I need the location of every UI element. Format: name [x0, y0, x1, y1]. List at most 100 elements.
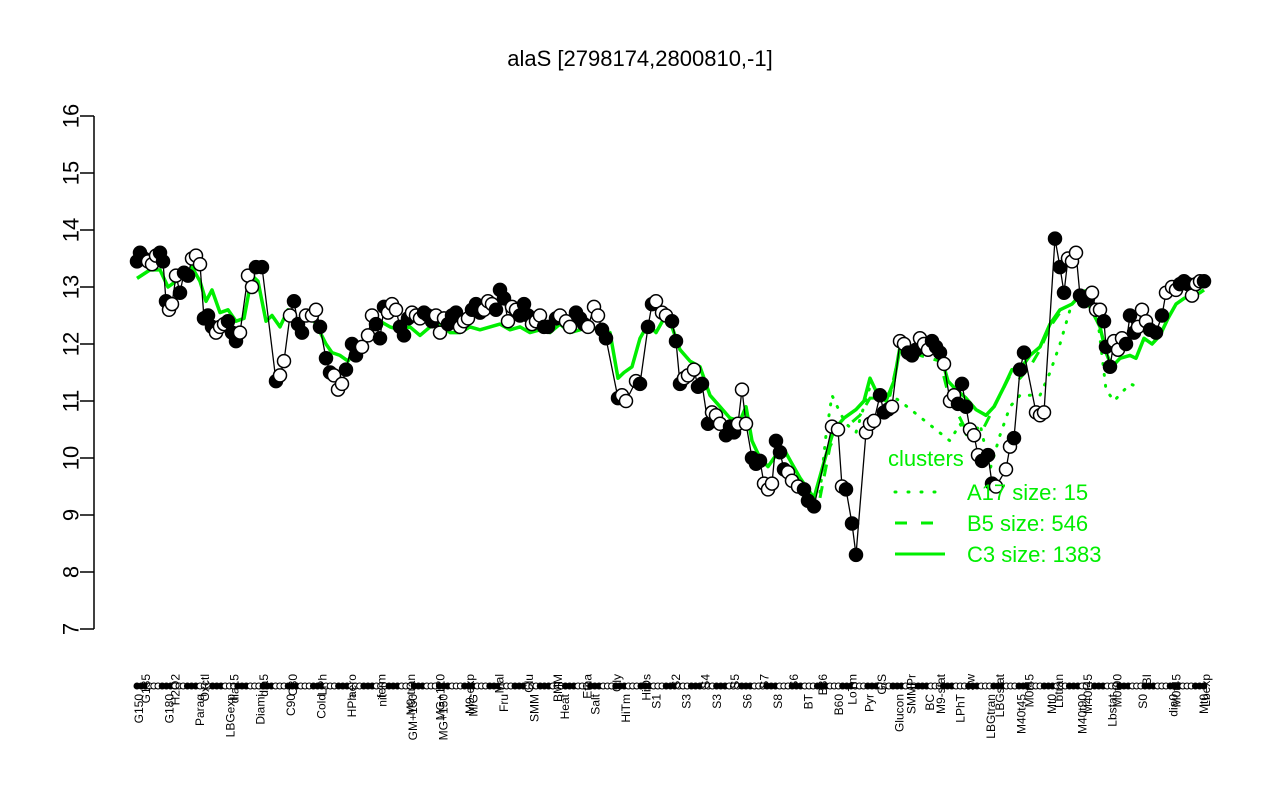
x-tick-label: S7: [757, 674, 771, 689]
data-point: [276, 353, 292, 369]
data-point: [562, 319, 578, 335]
data-point: [694, 376, 710, 392]
x-tick-label: S3: [680, 694, 694, 709]
x-tick-label: M40t90: [1075, 694, 1089, 734]
x-tick-label: Diami: [254, 694, 268, 725]
x-tick-label: G150: [132, 694, 146, 724]
x-tick-label: S6: [787, 674, 801, 689]
x-tick-label: SMM: [528, 694, 542, 722]
legend: clusters A17 size: 15 B5 size: 546 C3 si…: [888, 446, 1102, 567]
x-tick-label: M0t90: [1111, 674, 1125, 708]
data-point: [590, 308, 606, 323]
data-point: [580, 319, 596, 335]
legend-entry-a17: A17 size: 15: [967, 480, 1088, 505]
x-tick-label: BMM: [551, 674, 565, 702]
x-tick-label: SMMPr: [905, 674, 919, 714]
data-point: [318, 351, 334, 366]
data-point: [286, 294, 302, 309]
x-tick-label: Glu: [522, 674, 536, 693]
data-point: [334, 376, 350, 392]
data-point: [872, 388, 888, 403]
expression-line: [136, 238, 1204, 555]
y-tick-label: 11: [59, 390, 84, 413]
x-tick-label: BT: [801, 693, 815, 709]
x-tick-label: S6: [741, 694, 755, 709]
data-point: [155, 254, 171, 269]
data-point: [388, 302, 404, 318]
x-tick-label: Heat: [558, 693, 572, 719]
data-point: [806, 499, 822, 514]
data-point: [1047, 231, 1063, 246]
data-point: [192, 256, 208, 272]
x-tick-label: C90: [284, 694, 298, 716]
data-point: [980, 447, 996, 463]
data-point: [172, 285, 188, 300]
x-tick-label: M9-stat: [934, 673, 948, 714]
x-tick-label: dia15: [227, 674, 241, 704]
legend-entry-c3: C3 size: 1383: [967, 542, 1102, 567]
x-tick-label: Mal: [492, 674, 506, 693]
y-tick-label: 8: [59, 566, 84, 578]
data-point: [664, 313, 680, 329]
x-tick-label: Paraq: [193, 694, 207, 726]
y-tick-label: 9: [59, 509, 84, 521]
data-point: [618, 393, 634, 409]
data-point: [254, 259, 270, 275]
data-point: [372, 331, 388, 346]
x-tick-label: Sw: [963, 674, 977, 691]
data-point: [1068, 245, 1084, 261]
x-tick-label: S4: [698, 674, 712, 689]
x-tick-label: LoTm: [846, 674, 860, 705]
legend-entry-b5: B5 size: 546: [967, 511, 1088, 536]
x-tick-label: LPhT: [954, 693, 968, 722]
x-tick-label: Glucon: [893, 694, 907, 732]
data-point: [396, 328, 412, 343]
x-tick-label: GM+150: [406, 694, 420, 741]
data-point: [1118, 336, 1134, 352]
data-point: [1102, 359, 1118, 375]
data-point: [244, 279, 260, 295]
x-tick-label: B36: [816, 674, 830, 696]
x-tick-label: LPh: [316, 674, 330, 695]
data-point: [1006, 430, 1022, 446]
x-tick-label: aero: [345, 674, 359, 698]
data-point: [866, 413, 882, 429]
x-tick-label: S8: [771, 694, 785, 709]
data-point: [500, 313, 516, 329]
data-point: [772, 445, 788, 460]
x-tick-label: G180: [162, 694, 176, 724]
x-tick-label: M40t45: [1081, 674, 1095, 714]
data-point: [686, 362, 702, 377]
x-tick-label: BI: [1140, 674, 1154, 685]
x-tick-label: HiTm: [619, 694, 633, 723]
x-tick-label: LBGstat: [993, 673, 1007, 717]
x-tick-label: M9-tran: [404, 674, 418, 715]
x-tick-label: M/G: [467, 694, 481, 717]
data-point: [848, 547, 864, 563]
data-point: [738, 416, 754, 432]
x-tick-label: Cold: [315, 694, 329, 719]
x-tick-label: M0t45: [1022, 674, 1036, 708]
x-tick-label: Salt: [588, 693, 602, 714]
x-tick-label: C30: [286, 674, 300, 696]
y-tick-label: 7: [59, 623, 84, 635]
x-tick-label: dia0: [1167, 694, 1181, 717]
data-point: [1056, 285, 1072, 300]
x-tick-label: LBGexp: [223, 694, 237, 738]
x-tick-label: H2O2: [168, 674, 182, 706]
x-tick-label: Lbtran: [1052, 674, 1066, 708]
data-point: [1036, 405, 1052, 420]
y-tick-label: 13: [59, 275, 84, 299]
legend-title: clusters: [888, 446, 964, 471]
x-tick-label: Lbstat: [1106, 693, 1120, 726]
x-tick-label: BC: [923, 694, 937, 711]
data-point: [734, 382, 750, 397]
data-point: [1084, 285, 1100, 300]
data-point: [1122, 308, 1138, 323]
x-tick-label: M40t45: [1014, 694, 1028, 734]
data-point: [1016, 345, 1032, 360]
y-tick-label: 10: [59, 446, 84, 470]
rug-marker: [1200, 682, 1208, 690]
x-tick-label: G/S: [875, 674, 889, 695]
